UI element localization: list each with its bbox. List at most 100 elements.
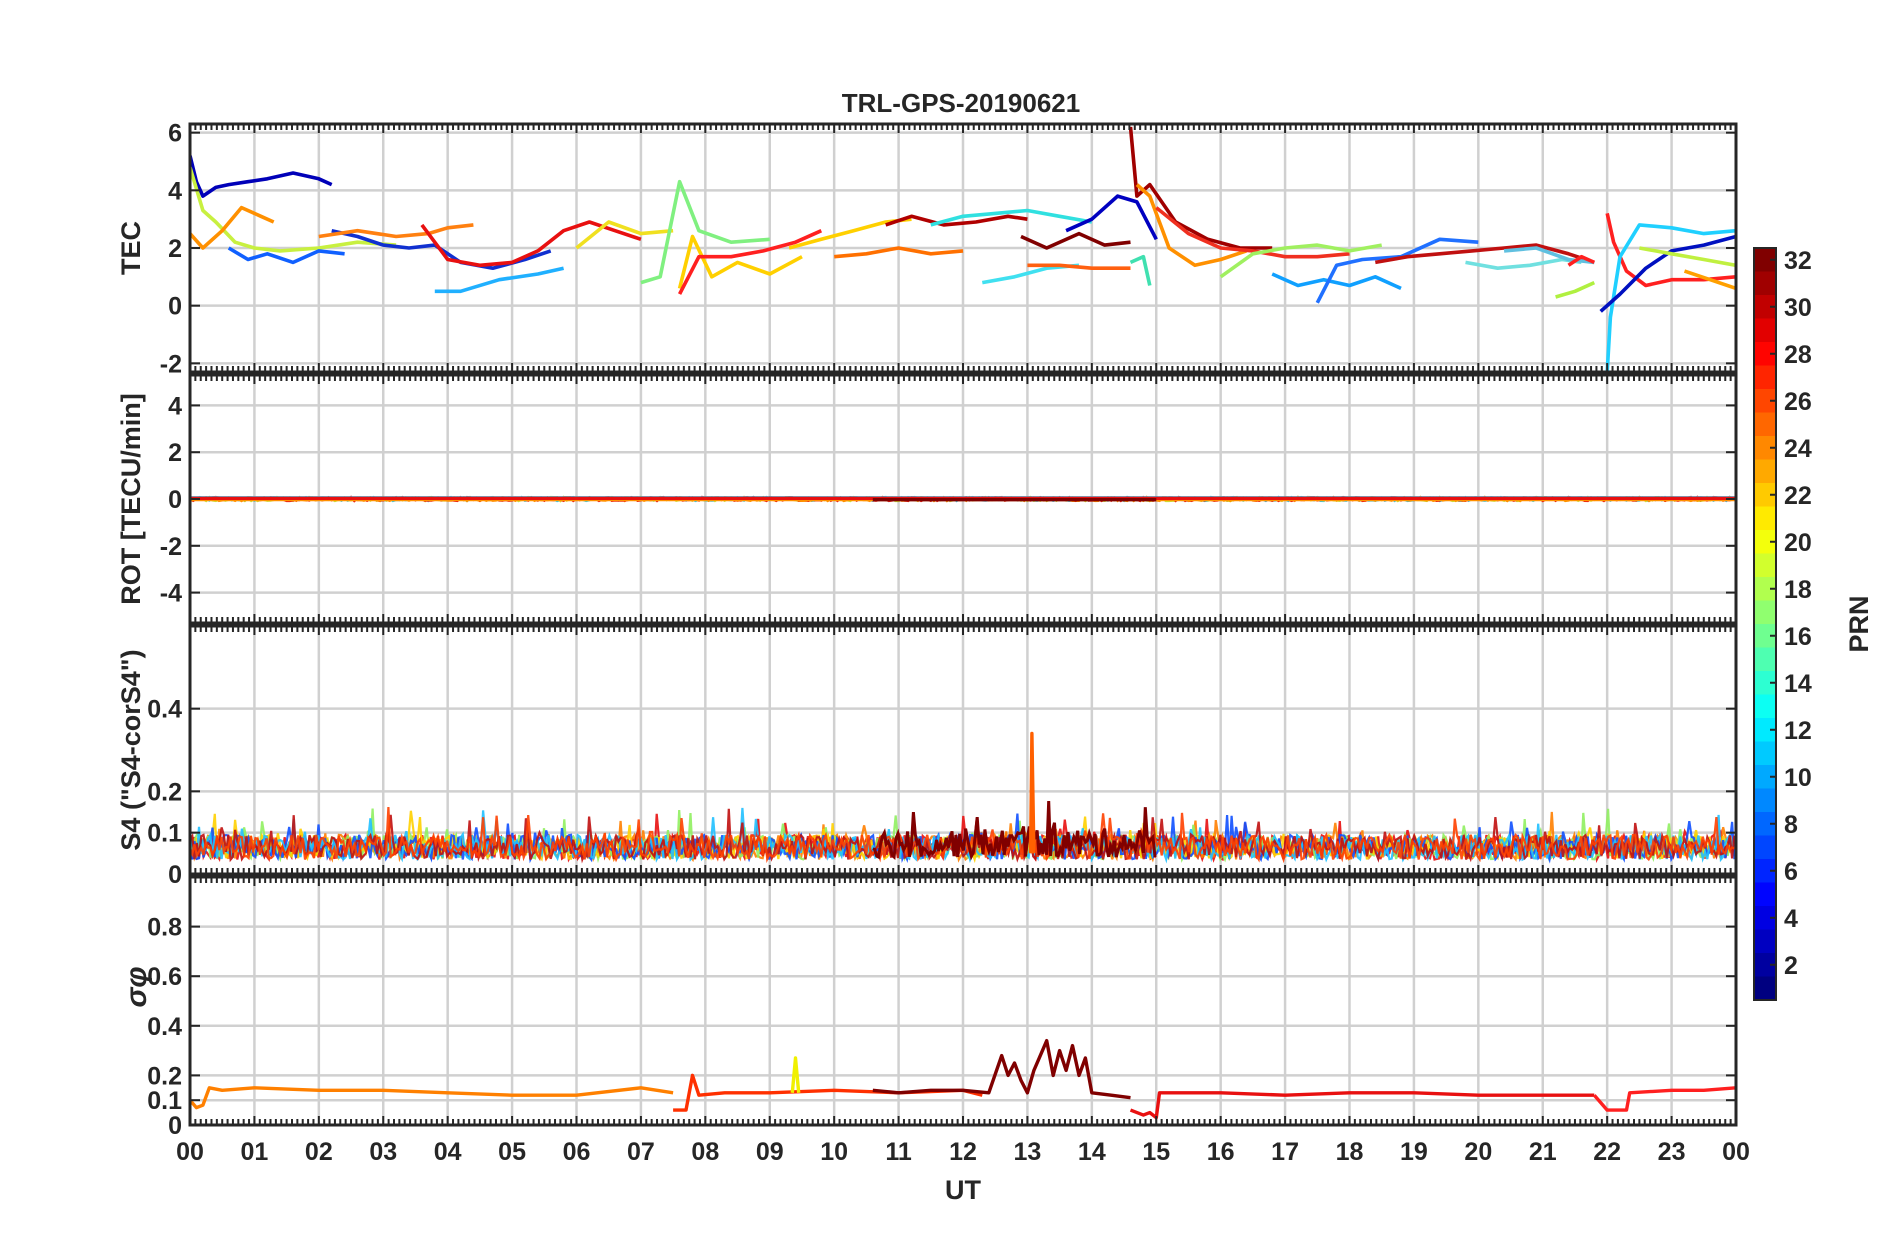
y-axis-label: S4 ("S4-corS4")	[116, 649, 146, 850]
colorbar-segment	[1754, 835, 1776, 860]
series-line	[1683, 269, 1736, 291]
x-tick-label: 00	[176, 1138, 204, 1166]
colorbar-segment	[1754, 953, 1776, 978]
colorbar-segment	[1754, 506, 1776, 531]
minor-ticks	[189, 877, 1737, 1126]
colorbar-segment	[1754, 271, 1776, 296]
colorbar-segment	[1754, 741, 1776, 766]
series-line	[834, 246, 964, 259]
colorbar-segment	[1754, 812, 1776, 837]
colorbar-segment	[1754, 765, 1776, 790]
series-line	[434, 266, 564, 294]
y-tick-label: 4	[168, 177, 182, 205]
colorbar-tick-label: 20	[1784, 529, 1812, 557]
x-tick-label: 03	[369, 1138, 397, 1166]
x-tick-label: 22	[1593, 1138, 1621, 1166]
y-tick-label: 0	[168, 1112, 182, 1140]
colorbar-tick-label: 6	[1784, 858, 1798, 886]
x-tick-label: 06	[563, 1138, 591, 1166]
series-line	[1027, 263, 1131, 270]
x-tick-label: 13	[1014, 1138, 1042, 1166]
y-tick-label: 0	[168, 861, 182, 889]
series-line	[318, 223, 474, 239]
colorbar-segment	[1754, 483, 1776, 508]
minor-ticks	[189, 626, 1737, 875]
y-tick-label: 0.2	[147, 778, 182, 806]
series-line	[1129, 254, 1152, 286]
minor-ticks	[189, 375, 1737, 623]
x-tick-label: 07	[627, 1138, 655, 1166]
colorbar-segment	[1754, 906, 1776, 931]
colorbar-tick-label: 12	[1784, 717, 1812, 745]
series-line	[575, 220, 674, 250]
y-tick-label: 0.1	[147, 1087, 182, 1115]
y-tick-label: 0	[168, 293, 182, 321]
series-line	[1065, 194, 1158, 241]
series-line	[872, 1039, 1131, 1100]
series-line	[1135, 183, 1247, 268]
y-tick-label: 0	[168, 486, 182, 514]
plot-area	[190, 1039, 1736, 1120]
y-tick-label: 0.4	[147, 696, 182, 724]
x-tick-label: 00	[1722, 1138, 1750, 1166]
colorbar-segment	[1754, 365, 1776, 390]
colorbar-tick-label: 30	[1784, 294, 1812, 322]
x-tick-label: 19	[1400, 1138, 1428, 1166]
series-line	[790, 1056, 801, 1093]
x-tick-label: 10	[820, 1138, 848, 1166]
series-line	[677, 234, 803, 289]
y-tick-label: 0.2	[147, 1062, 182, 1090]
s4-dark-trace	[872, 801, 1157, 861]
colorbar-tick-label: 2	[1784, 952, 1798, 980]
colorbar-tick-label: 24	[1784, 435, 1812, 463]
series-line	[420, 220, 642, 268]
panel-2: 4 2 0 -2 -4 ROT [TECU/min]	[116, 373, 1738, 625]
x-tick-label: 16	[1207, 1138, 1235, 1166]
minor-ticks	[189, 124, 1737, 372]
series-line	[930, 208, 1093, 227]
y-tick-label: 2	[168, 439, 182, 467]
colorbar-segment	[1754, 718, 1776, 743]
y-axis-label: TEC	[116, 221, 146, 275]
x-tick-label: 09	[756, 1138, 784, 1166]
colorbar-tick-label: 18	[1784, 576, 1812, 604]
colorbar-segment	[1754, 624, 1776, 649]
colorbar: 32 30 28 26 24 22 20 18 16 14 12 10 8 6 4 2 PRN	[1753, 247, 1874, 1001]
y-tick-label: -2	[160, 350, 182, 378]
colorbar-segment	[1754, 389, 1776, 414]
colorbar-segment	[1754, 976, 1776, 1001]
y-tick-label: 0.6	[147, 963, 182, 991]
series-line	[678, 229, 823, 295]
series-line	[1219, 243, 1383, 279]
series-line	[1129, 1091, 1595, 1120]
y-tick-label: -2	[160, 533, 182, 561]
colorbar-tick-label: 8	[1784, 811, 1798, 839]
series-line	[1503, 246, 1595, 265]
y-axis-label: σφ	[120, 966, 153, 1007]
x-tick-label: 23	[1658, 1138, 1686, 1166]
series-line	[1155, 206, 1350, 259]
series-line	[227, 246, 345, 265]
y-tick-label: 2	[168, 235, 182, 263]
x-tick-label: 02	[305, 1138, 333, 1166]
y-tick-label: -4	[160, 580, 182, 608]
plot-area	[190, 126, 1736, 372]
colorbar-label: PRN	[1844, 595, 1874, 652]
panel-1: 6 4 2 0 -2 TEC	[116, 120, 1738, 378]
colorbar-segment	[1754, 553, 1776, 578]
x-tick-label: 18	[1336, 1138, 1364, 1166]
series-line	[1605, 223, 1736, 372]
colorbar-tick-label: 10	[1784, 764, 1812, 792]
panel-3: 0.4 0.2 0.1 0 S4 ("S4-corS4")	[116, 624, 1738, 889]
series-line	[1020, 231, 1131, 250]
series-line	[1599, 234, 1736, 313]
y-tick-label: 0.1	[147, 820, 182, 848]
colorbar-tick-label: 16	[1784, 623, 1812, 651]
colorbar-segment	[1754, 459, 1776, 484]
colorbar-segment	[1754, 318, 1776, 343]
series-line	[190, 155, 333, 198]
colorbar-segment	[1754, 412, 1776, 437]
